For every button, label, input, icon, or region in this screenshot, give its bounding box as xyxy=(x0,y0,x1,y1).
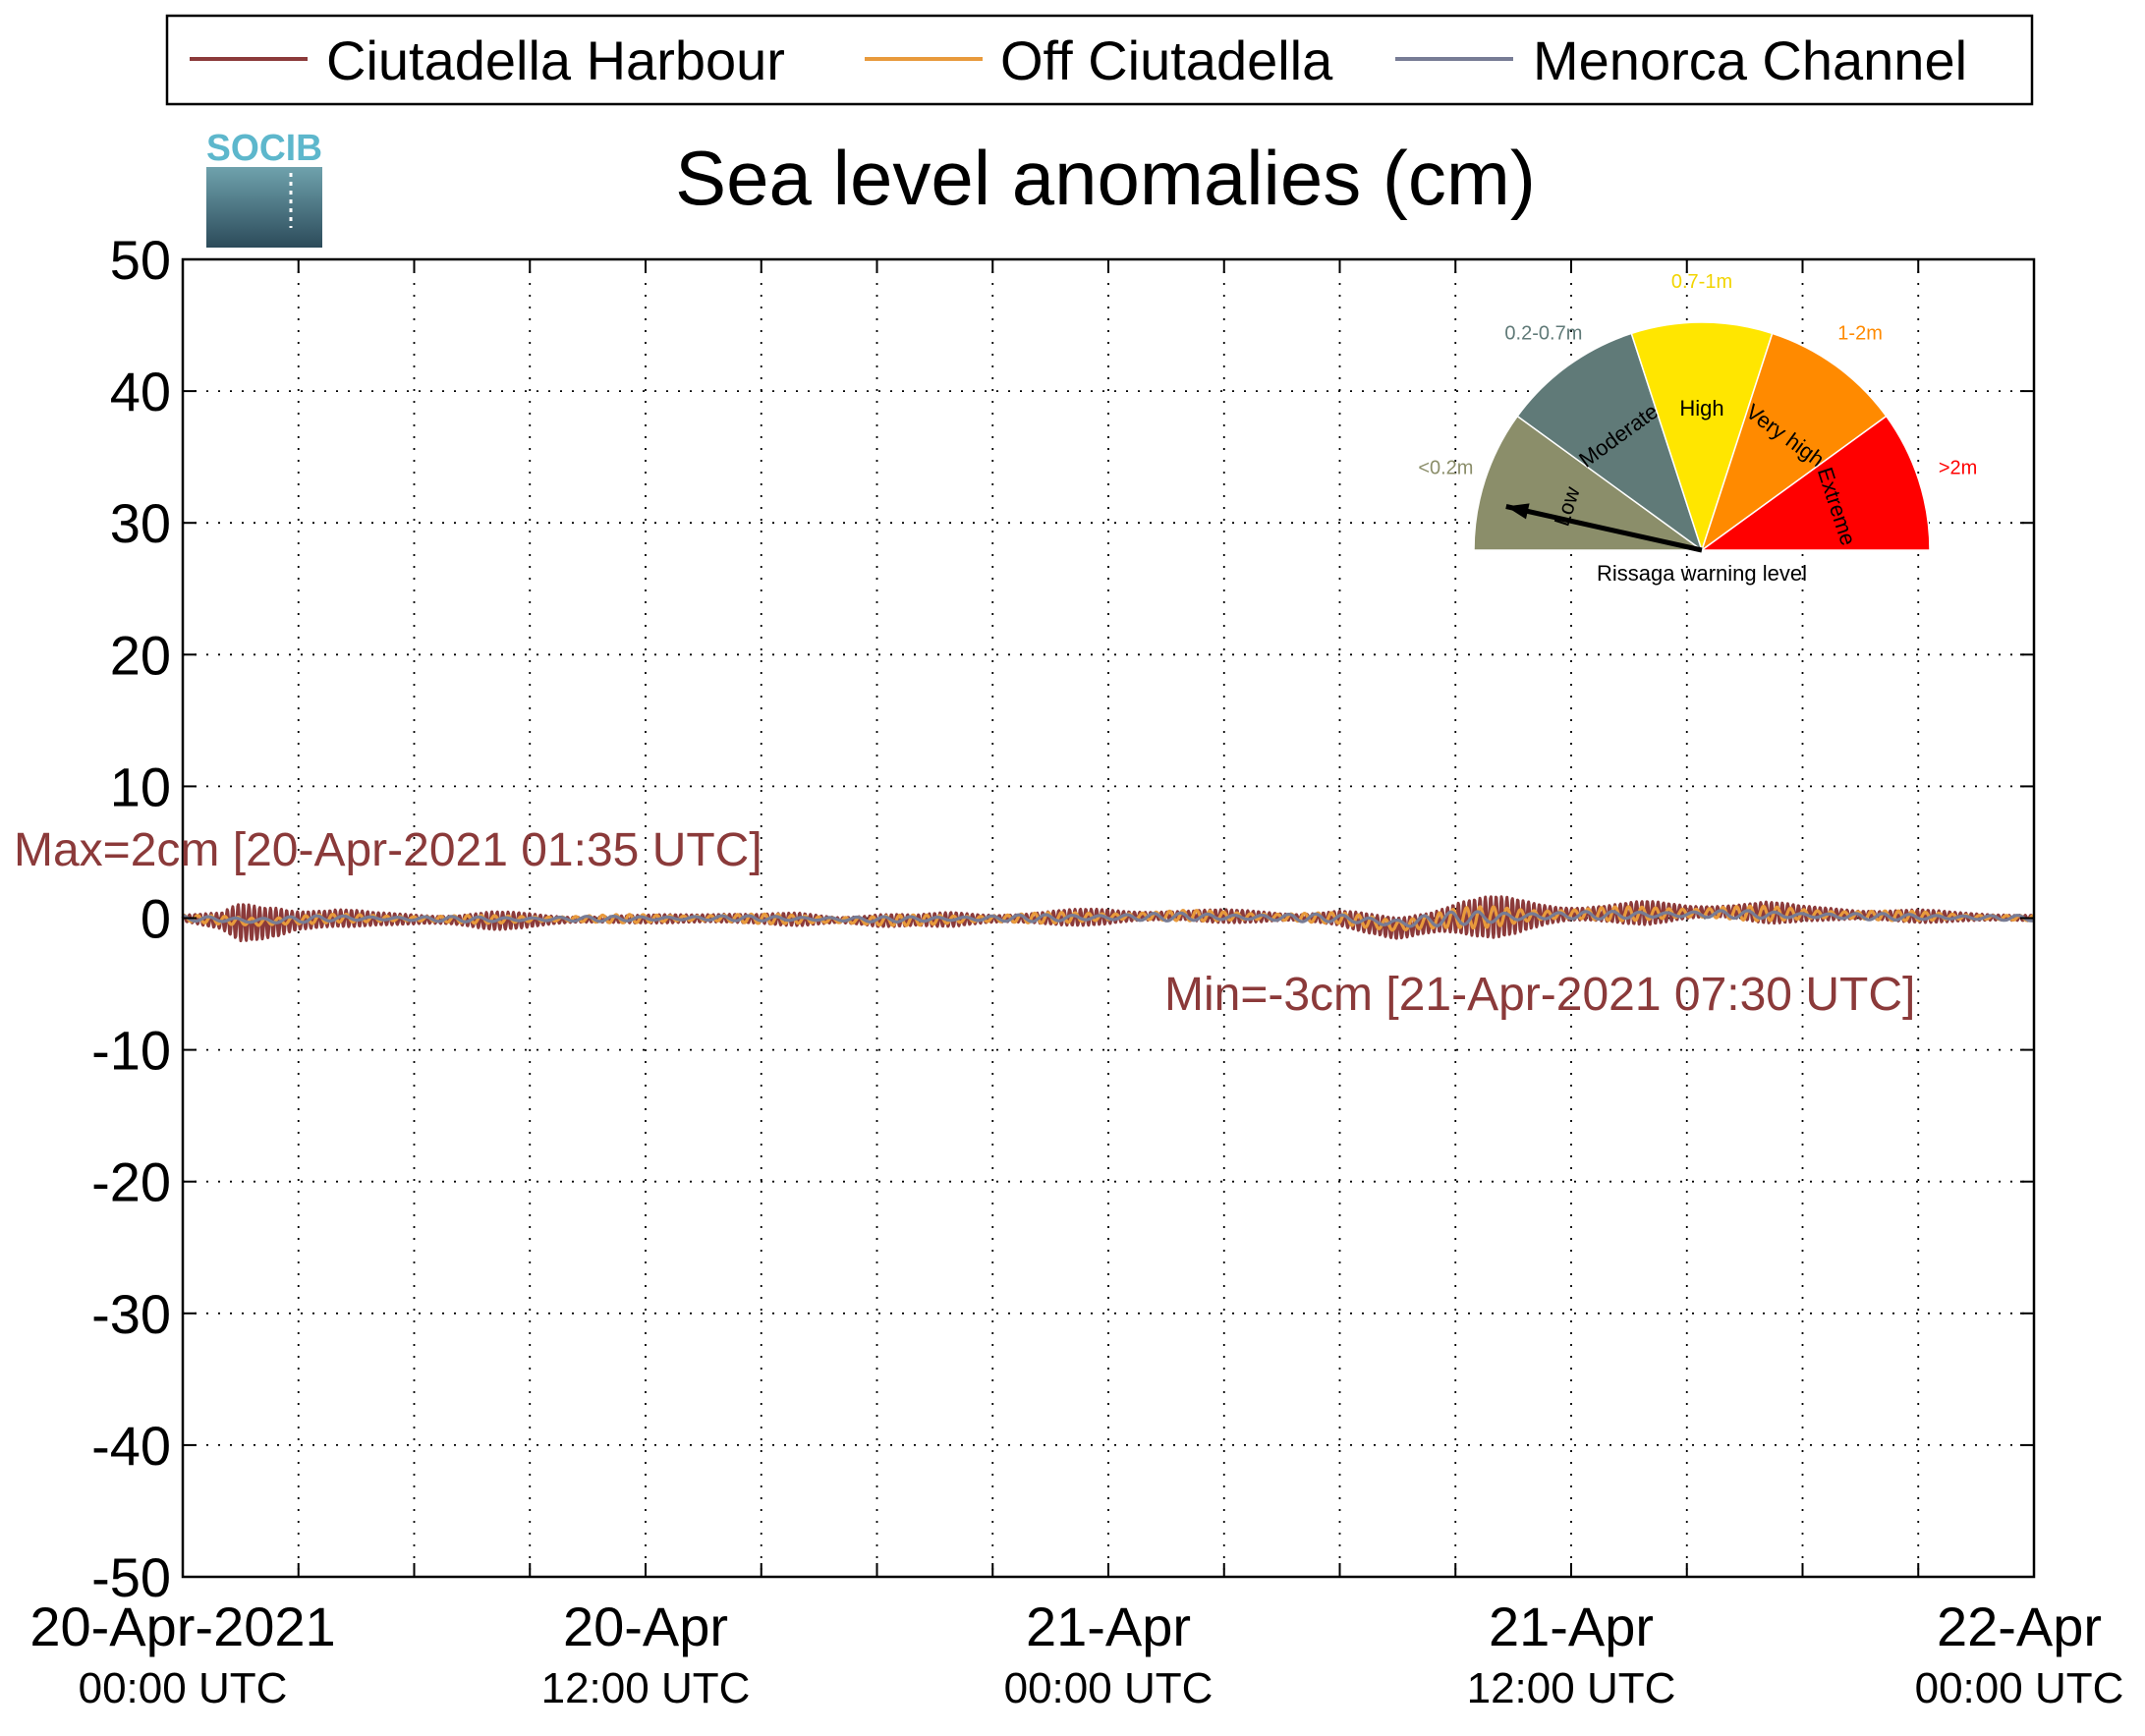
x-tick-label-time: 12:00 UTC xyxy=(1467,1664,1676,1712)
y-tick-label: 30 xyxy=(110,492,171,554)
gauge-sector-low xyxy=(1473,415,1705,551)
gauge-sector-moderate xyxy=(1516,332,1704,552)
y-tick-label: -40 xyxy=(91,1415,171,1477)
gauge-sector-high xyxy=(1630,321,1774,553)
legend: Ciutadella Harbour Off Ciutadella Menorc… xyxy=(165,14,2034,106)
min-annotation: Min=-3cm [21-Apr-2021 07:30 UTC] xyxy=(1164,969,1915,1021)
x-tick-label-date: 20-Apr xyxy=(563,1596,728,1657)
gauge-sector-extreme xyxy=(1699,415,1931,551)
x-tick-label-date: 22-Apr xyxy=(1937,1596,2102,1657)
legend-box xyxy=(165,14,2034,106)
gauge-needle-arrowhead xyxy=(1505,503,1530,520)
gauge-range-label: 0.2-0.7m xyxy=(1504,322,1582,344)
gauge-sector-very-high xyxy=(1700,332,1888,552)
chart-title: Sea level anomalies (cm) xyxy=(675,135,1536,221)
y-tick-label: -10 xyxy=(91,1020,171,1082)
y-tick-label: 40 xyxy=(110,361,171,422)
x-tick-label-time: 00:00 UTC xyxy=(1915,1664,2124,1712)
x-tick-label-time: 12:00 UTC xyxy=(541,1664,751,1712)
socib-logo-wave xyxy=(206,167,322,248)
y-tick-label: 20 xyxy=(110,624,171,686)
y-tick-label: 10 xyxy=(110,756,171,817)
gauge-range-label: >2m xyxy=(1939,457,1977,478)
y-tick-label: 0 xyxy=(141,888,171,950)
legend-label-menorca-channel: Menorca Channel xyxy=(1533,29,1967,91)
series-group xyxy=(181,895,2036,943)
legend-label-ciutadella-harbour: Ciutadella Harbour xyxy=(326,29,785,91)
x-tick-label-date: 20-Apr-2021 xyxy=(29,1596,335,1657)
y-tick-label: 50 xyxy=(110,229,171,291)
gauge-range-label: <0.2m xyxy=(1418,457,1473,478)
y-tick-label: -30 xyxy=(91,1283,171,1345)
legend-label-off-ciutadella: Off Ciutadella xyxy=(1000,29,1333,91)
socib-logo-text: SOCIB xyxy=(206,128,322,169)
y-tick-label: -20 xyxy=(91,1151,171,1213)
x-tick-label-date: 21-Apr xyxy=(1489,1596,1654,1657)
series-line-ciutadella-harbour xyxy=(181,895,2036,943)
gauge-range-label: 1-2m xyxy=(1837,322,1883,344)
max-annotation: Max=2cm [20-Apr-2021 01:35 UTC] xyxy=(14,824,762,876)
gauge-needle xyxy=(1505,504,1703,553)
gauge-caption: Rissaga warning level xyxy=(1597,561,1807,586)
x-tick-label-time: 00:00 UTC xyxy=(1004,1664,1214,1712)
x-tick-label-date: 21-Apr xyxy=(1026,1596,1191,1657)
gauge-sector-label: High xyxy=(1679,396,1723,420)
rissaga-gauge: Rissaga warning level Low<0.2m Moderate0.… xyxy=(1418,271,1977,586)
series-line-menorca-channel xyxy=(182,909,2035,928)
gauge-range-label: 0.7-1m xyxy=(1671,271,1732,293)
y-tick-label: -50 xyxy=(91,1546,171,1608)
socib-logo: SOCIB xyxy=(206,128,322,248)
x-tick-label-time: 00:00 UTC xyxy=(79,1664,288,1712)
